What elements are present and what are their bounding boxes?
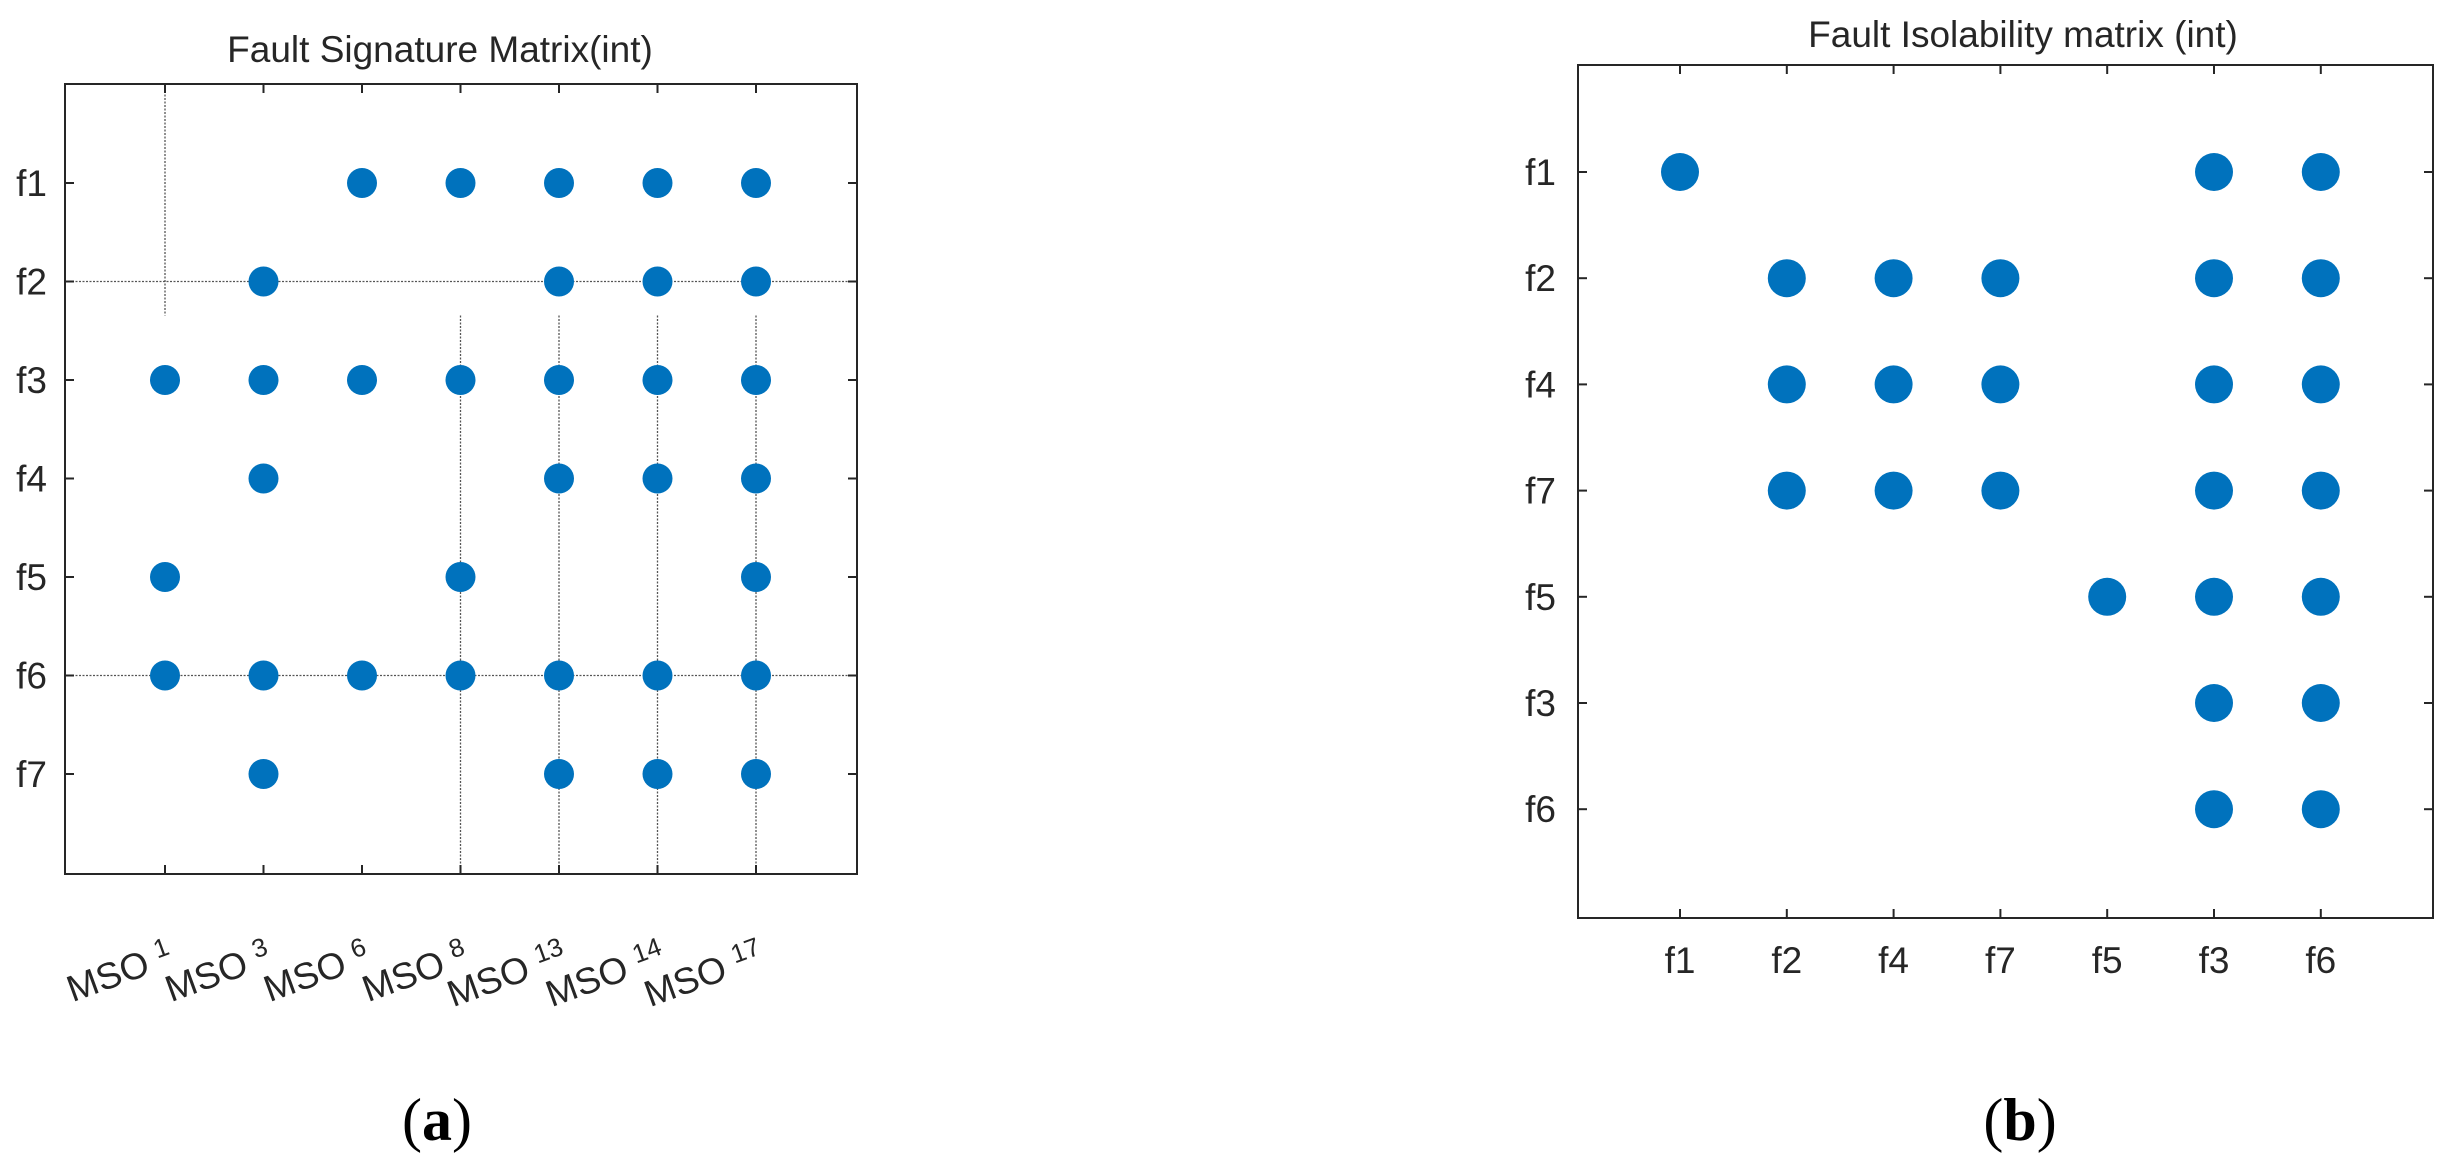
data-point xyxy=(2195,684,2233,722)
x-tick-label: f4 xyxy=(1878,940,1909,981)
data-point xyxy=(642,759,673,789)
chart-b-x-tick-labels: f1 f2 f4 f7 f5 f3 f6 xyxy=(1665,940,2337,981)
x-tick-label: f2 xyxy=(1771,940,1802,981)
data-point xyxy=(642,660,673,691)
x-tick-label: f3 xyxy=(2199,940,2230,981)
data-point xyxy=(642,168,673,198)
data-point xyxy=(2301,153,2340,191)
fault-isolability-matrix-chart: Fault Isolability matrix (int) f1f2f4f7f… xyxy=(1525,14,2434,981)
chart-b-ticks xyxy=(1578,65,2433,918)
data-point xyxy=(741,168,771,198)
data-point xyxy=(1661,153,1699,191)
data-point xyxy=(2301,684,2340,722)
chart-b-y-tick-labels: f1 f2 f4 f7 f5 f3 f6 xyxy=(1525,152,1556,830)
y-tick-label: f5 xyxy=(16,557,47,598)
chart-a-block-lines xyxy=(65,84,857,874)
data-point xyxy=(2195,259,2233,298)
data-point xyxy=(2195,471,2233,510)
data-point xyxy=(1981,365,2020,404)
y-tick-label: f3 xyxy=(16,360,47,401)
data-point xyxy=(544,463,574,494)
x-tick-label: f6 xyxy=(2305,940,2336,981)
data-point xyxy=(741,562,771,592)
data-point xyxy=(1767,471,1806,510)
data-point xyxy=(445,562,476,592)
x-tick-label: f7 xyxy=(1985,940,2016,981)
y-tick-label: f1 xyxy=(16,163,47,204)
data-point xyxy=(2301,790,2340,829)
data-point xyxy=(2301,365,2340,404)
data-point xyxy=(544,660,574,691)
data-point xyxy=(2301,259,2340,298)
fault-signature-matrix-chart: Fault Signature Matrix(int) f1 f2 f3 f4 f5 f6… xyxy=(16,29,858,1015)
chart-b-title: Fault Isolability matrix (int) xyxy=(1808,14,2238,55)
chart-a-ticks xyxy=(65,84,857,874)
data-point xyxy=(1767,259,1806,298)
caption-a: (a) xyxy=(402,1087,472,1153)
y-tick-label: f4 xyxy=(16,459,47,500)
data-point xyxy=(2195,153,2233,191)
y-tick-label: f6 xyxy=(1525,789,1556,830)
data-point xyxy=(347,365,377,395)
data-point xyxy=(642,266,673,297)
x-tick-label: f1 xyxy=(1665,940,1696,981)
data-point xyxy=(544,365,574,395)
data-point xyxy=(150,365,180,395)
data-point xyxy=(248,266,279,297)
data-point xyxy=(1981,471,2020,510)
chart-a-markers xyxy=(150,168,771,789)
y-tick-label: f3 xyxy=(1525,683,1556,724)
data-point xyxy=(150,562,180,592)
data-point xyxy=(544,759,574,789)
data-point xyxy=(1767,365,1806,404)
data-point xyxy=(741,463,771,494)
data-point xyxy=(1874,259,1913,298)
data-point xyxy=(2195,577,2233,616)
data-point xyxy=(741,660,771,691)
y-tick-label: f1 xyxy=(1525,152,1556,193)
data-point xyxy=(248,365,279,395)
chart-b-markers xyxy=(1661,153,2340,829)
chart-a-y-tick-labels: f1 f2 f3 f4 f5 f6 f7 xyxy=(16,163,47,795)
y-tick-label: f4 xyxy=(1525,364,1556,405)
data-point xyxy=(445,660,476,691)
data-point xyxy=(642,463,673,494)
data-point xyxy=(1874,365,1913,404)
caption-b: (b) xyxy=(1983,1087,2056,1153)
data-point xyxy=(248,463,279,494)
data-point xyxy=(347,168,377,198)
data-point xyxy=(150,660,180,691)
data-point xyxy=(445,168,476,198)
data-point xyxy=(2195,790,2233,829)
data-point xyxy=(741,759,771,789)
chart-a-title: Fault Signature Matrix(int) xyxy=(227,29,653,70)
data-point xyxy=(2195,365,2233,404)
data-point xyxy=(741,266,771,297)
chart-a-plot-box xyxy=(64,83,858,875)
data-point xyxy=(1981,259,2020,298)
y-tick-label: f7 xyxy=(1525,471,1556,512)
y-tick-label: f2 xyxy=(16,262,47,303)
y-tick-label: f5 xyxy=(1525,577,1556,618)
data-point xyxy=(741,365,771,395)
data-point xyxy=(1874,471,1913,510)
y-tick-label: f2 xyxy=(1525,258,1556,299)
y-tick-label: f7 xyxy=(16,754,47,795)
data-point xyxy=(2301,577,2340,616)
data-point xyxy=(347,660,377,691)
x-tick-label: f5 xyxy=(2092,940,2123,981)
data-point xyxy=(2301,471,2340,510)
data-point xyxy=(544,168,574,198)
data-point xyxy=(445,365,476,395)
data-point xyxy=(248,759,279,789)
data-point xyxy=(2088,577,2127,616)
data-point xyxy=(544,266,574,297)
data-point xyxy=(248,660,279,691)
data-point xyxy=(642,365,673,395)
y-tick-label: f6 xyxy=(16,656,47,697)
